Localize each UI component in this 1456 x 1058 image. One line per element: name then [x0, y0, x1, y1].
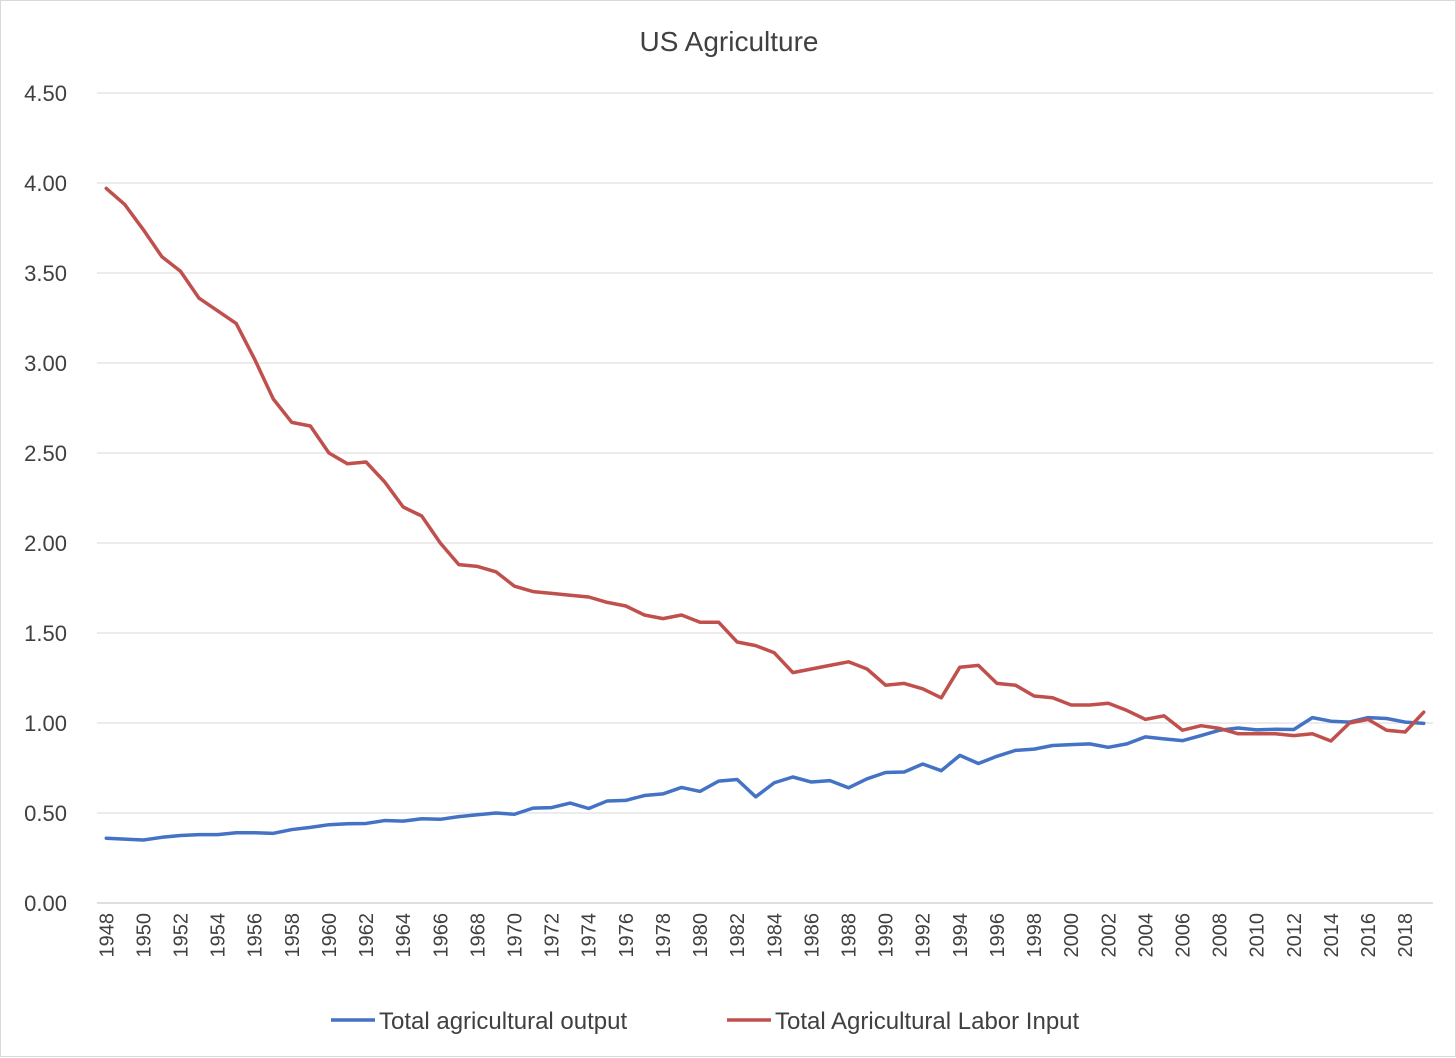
- gridlines: [97, 92, 1433, 904]
- x-tick-label: 2016: [1358, 913, 1380, 958]
- y-tick-label: 2.50: [24, 441, 67, 466]
- x-tick-label: 1952: [171, 913, 193, 958]
- x-tick-label: 2012: [1284, 913, 1306, 958]
- x-tick-label: 1950: [133, 913, 155, 958]
- y-tick-label: 1.50: [24, 621, 67, 646]
- x-tick-label: 1998: [1024, 913, 1046, 958]
- x-tick-label: 1982: [727, 913, 749, 958]
- x-tick-label: 1976: [616, 913, 638, 958]
- x-tick-label: 1978: [653, 913, 675, 958]
- x-tick-label: 1948: [96, 913, 118, 958]
- x-tick-label: 2008: [1210, 913, 1232, 958]
- y-axis-tick-labels: 0.00 0.50 1.00 1.50 2.00 2.50 3.00 3.50 4.00 4.50: [24, 81, 67, 916]
- x-tick-label: 1962: [356, 913, 378, 958]
- legend: Total agricultural output Total Agricultu…: [331, 1008, 1080, 1035]
- y-tick-label: 1.00: [24, 711, 67, 736]
- x-tick-label: 1970: [505, 913, 527, 958]
- legend-label: Total agricultural output: [379, 1008, 627, 1035]
- x-tick-label: 1992: [913, 913, 935, 958]
- x-tick-label: 1986: [801, 913, 823, 958]
- x-tick-label: 1972: [542, 913, 564, 958]
- x-tick-label: 2002: [1098, 913, 1120, 958]
- x-tick-label: 2004: [1135, 913, 1157, 958]
- x-tick-label: 1974: [579, 913, 601, 958]
- y-tick-label: 3.00: [24, 351, 67, 376]
- x-tick-label: 1994: [950, 913, 972, 958]
- x-tick-label: 2018: [1395, 913, 1417, 958]
- x-tick-label: 2000: [1061, 913, 1083, 958]
- x-tick-label: 1954: [208, 913, 230, 958]
- x-tick-label: 1966: [430, 913, 452, 958]
- y-tick-label: 4.00: [24, 171, 67, 196]
- x-tick-label: 1988: [839, 913, 861, 958]
- x-tick-label: 1984: [764, 913, 786, 958]
- x-tick-label: 1968: [467, 913, 489, 958]
- y-tick-label: 4.50: [24, 81, 67, 106]
- series-lines: [104, 186, 1426, 842]
- x-tick-label: 1960: [319, 913, 341, 958]
- series-line-0: [104, 715, 1426, 842]
- x-tick-label: 1956: [245, 913, 267, 958]
- series-line-1: [104, 186, 1426, 743]
- x-tick-label: 1996: [987, 913, 1009, 958]
- x-tick-label: 2014: [1321, 913, 1343, 958]
- x-tick-label: 2010: [1247, 913, 1269, 958]
- y-tick-label: 2.00: [24, 531, 67, 556]
- chart-title: US Agriculture: [640, 26, 819, 57]
- x-tick-label: 1990: [876, 913, 898, 958]
- y-tick-label: 0.00: [24, 891, 67, 916]
- legend-label: Total Agricultural Labor Input: [775, 1008, 1080, 1035]
- y-tick-label: 3.50: [24, 261, 67, 286]
- x-tick-label: 1958: [282, 913, 304, 958]
- x-tick-label: 1964: [393, 913, 415, 958]
- y-tick-label: 0.50: [24, 801, 67, 826]
- x-tick-label: 1980: [690, 913, 712, 958]
- x-axis-tick-labels: 1948 1950 1952 1954 1956 1958 1960 1962 1964 1966…: [96, 913, 1417, 958]
- x-tick-label: 2006: [1173, 913, 1195, 958]
